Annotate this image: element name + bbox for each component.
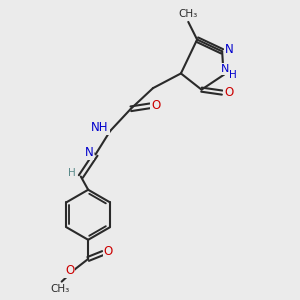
Text: O: O [151,99,160,112]
Text: O: O [65,264,74,277]
Text: O: O [103,245,113,258]
Text: NH: NH [91,121,109,134]
Text: N: N [221,64,229,74]
Text: N: N [225,44,234,56]
Text: CH₃: CH₃ [179,9,198,19]
Text: H: H [68,168,75,178]
Text: CH₃: CH₃ [51,284,70,294]
Text: O: O [224,86,233,99]
Text: H: H [229,70,237,80]
Text: N: N [85,146,93,159]
